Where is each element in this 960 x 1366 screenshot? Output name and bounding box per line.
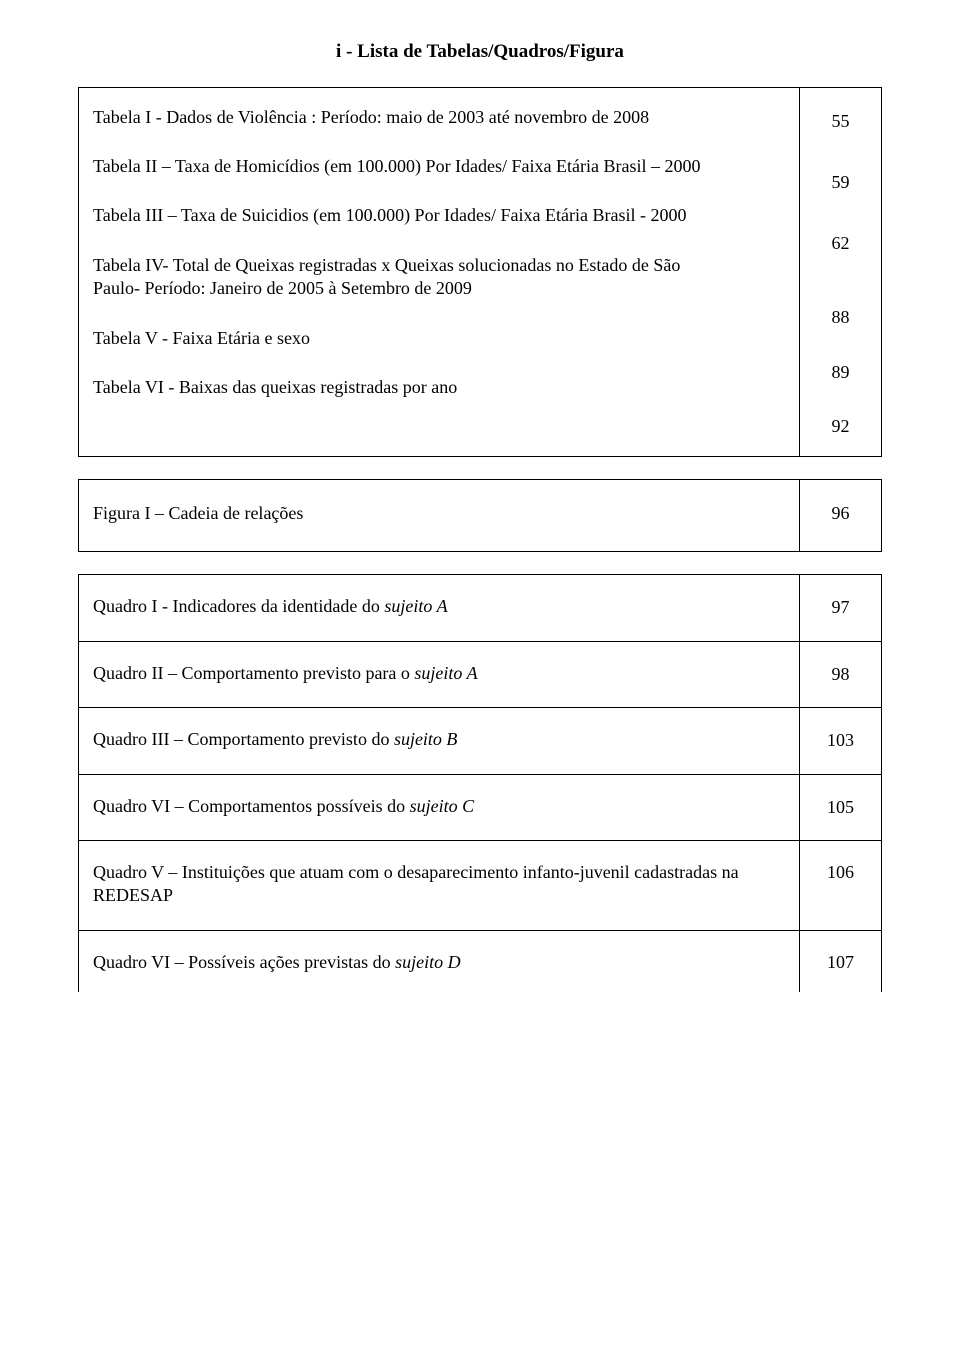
quadro-prefix: Quadro III – Comportamento previsto do bbox=[93, 729, 394, 749]
quadro-page: 98 bbox=[800, 641, 882, 707]
table-row: Tabela III – Taxa de Suicidios (em 100.0… bbox=[93, 204, 779, 227]
entry-label: Tabela II – Taxa de Homicídios (em 100.0… bbox=[93, 155, 731, 178]
page-number: 88 bbox=[806, 306, 875, 329]
page-number: 62 bbox=[806, 232, 875, 255]
table-row: Tabela I - Dados de Violência : Período:… bbox=[93, 106, 779, 129]
entry-label: Tabela VI - Baixas das queixas registrad… bbox=[93, 376, 731, 399]
table-row: Quadro V – Instituições que atuam com o … bbox=[79, 840, 882, 930]
quadro-desc: Quadro I - Indicadores da identidade do … bbox=[79, 575, 800, 641]
quadro-italic: sujeito D bbox=[395, 952, 461, 972]
page-title: i - Lista de Tabelas/Quadros/Figura bbox=[78, 40, 882, 65]
quadro-prefix: Quadro II – Comportamento previsto para … bbox=[93, 663, 414, 683]
table-row: Tabela IV- Total de Queixas registradas … bbox=[93, 254, 779, 301]
table-row: Tabela V - Faixa Etária e sexo bbox=[93, 327, 779, 350]
quadro-prefix: Quadro VI – Possíveis ações previstas do bbox=[93, 952, 395, 972]
quadro-prefix: Quadro VI – Comportamentos possíveis do bbox=[93, 796, 410, 816]
page-number: 55 bbox=[806, 110, 875, 133]
quadro-desc: Quadro III – Comportamento previsto do s… bbox=[79, 708, 800, 774]
tables-block: Tabela I - Dados de Violência : Período:… bbox=[78, 87, 882, 457]
quadros-block: Quadro I - Indicadores da identidade do … bbox=[78, 574, 882, 992]
page-number: 89 bbox=[806, 361, 875, 384]
entry-label: Tabela I - Dados de Violência : Período:… bbox=[93, 106, 731, 129]
quadro-italic: sujeito A bbox=[384, 596, 447, 616]
entry-label: Tabela V - Faixa Etária e sexo bbox=[93, 327, 731, 350]
quadro-italic: sujeito C bbox=[410, 796, 475, 816]
quadro-page: 103 bbox=[800, 708, 882, 774]
page-number: 92 bbox=[806, 415, 875, 438]
quadro-desc: Quadro VI – Comportamentos possíveis do … bbox=[79, 774, 800, 840]
table-row: Quadro II – Comportamento previsto para … bbox=[79, 641, 882, 707]
table-row: Quadro VI – Possíveis ações previstas do… bbox=[79, 930, 882, 992]
quadro-page: 97 bbox=[800, 575, 882, 641]
table-row: Tabela II – Taxa de Homicídios (em 100.0… bbox=[93, 155, 779, 178]
table-row: Quadro VI – Comportamentos possíveis do … bbox=[79, 774, 882, 840]
page-number: 59 bbox=[806, 171, 875, 194]
quadro-page: 105 bbox=[800, 774, 882, 840]
tables-desc-cell: Tabela I - Dados de Violência : Período:… bbox=[79, 87, 800, 456]
entry-label: Tabela III – Taxa de Suicidios (em 100.0… bbox=[93, 204, 731, 227]
quadro-page: 106 bbox=[800, 840, 882, 930]
quadro-page: 107 bbox=[800, 930, 882, 992]
quadro-prefix: Quadro V – Instituições que atuam com o … bbox=[93, 862, 739, 905]
table-row: Tabela VI - Baixas das queixas registrad… bbox=[93, 376, 779, 399]
quadro-italic: sujeito A bbox=[414, 663, 477, 683]
figure-desc: Figura I – Cadeia de relações bbox=[79, 480, 800, 552]
figure-block: Figura I – Cadeia de relações 96 bbox=[78, 479, 882, 552]
quadro-italic: sujeito B bbox=[394, 729, 458, 749]
table-row: Quadro I - Indicadores da identidade do … bbox=[79, 575, 882, 641]
figure-page: 96 bbox=[800, 480, 882, 552]
quadro-desc: Quadro V – Instituições que atuam com o … bbox=[79, 840, 800, 930]
entry-label: Tabela IV- Total de Queixas registradas … bbox=[93, 254, 731, 301]
quadro-desc: Quadro VI – Possíveis ações previstas do… bbox=[79, 930, 800, 992]
quadro-prefix: Quadro I - Indicadores da identidade do bbox=[93, 596, 384, 616]
quadro-desc: Quadro II – Comportamento previsto para … bbox=[79, 641, 800, 707]
table-row: Quadro III – Comportamento previsto do s… bbox=[79, 708, 882, 774]
tables-page-cell: 55 59 62 88 89 92 bbox=[800, 87, 882, 456]
